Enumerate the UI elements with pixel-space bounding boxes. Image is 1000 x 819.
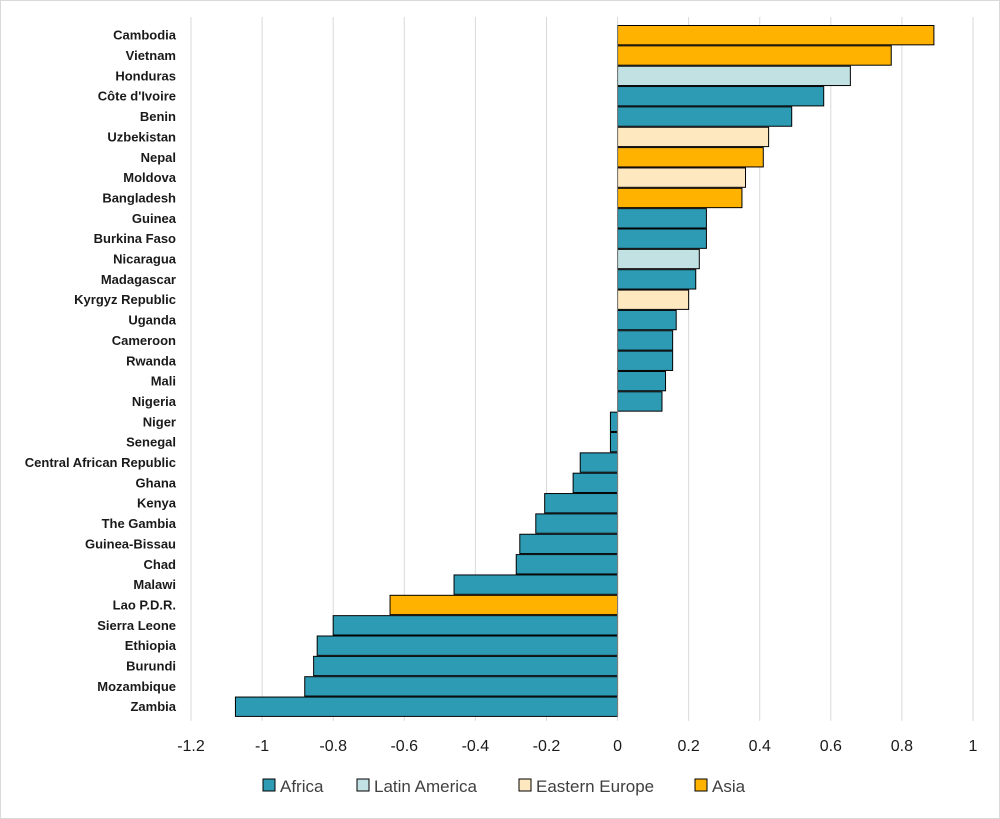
bar-kyrgyz-republic [617, 289, 690, 310]
bar-malawi [453, 574, 619, 595]
x-tick-label-10: 0.8 [891, 738, 913, 755]
category-label-uzbekistan: Uzbekistan [107, 129, 176, 144]
x-tick-label-3: -0.6 [390, 738, 418, 755]
legend: Africa Latin America Eastern Europe Asia [262, 777, 746, 796]
bar-kenya [544, 493, 619, 514]
category-label-lao-p-d-r: Lao P.D.R. [113, 597, 176, 612]
bar-cambodia [617, 25, 935, 46]
bars-layer [234, 25, 935, 717]
category-label-sierra-leone: Sierra Leone [97, 618, 176, 633]
category-label-senegal: Senegal [126, 435, 176, 450]
category-label-burundi: Burundi [126, 659, 176, 674]
x-axis-tick-labels: -1.2 -1 -0.8 -0.6 -0.4 -0.2 0 0.2 0.4 0.6 0.8 1 [177, 738, 977, 755]
category-label-vietnam: Vietnam [126, 48, 176, 63]
bar-rwanda [617, 350, 674, 371]
x-tick-label-8: 0.4 [749, 738, 771, 755]
category-label-ghana: Ghana [136, 475, 177, 490]
legend-swatch-eastern-europe [518, 778, 532, 792]
category-label-cambodia: Cambodia [113, 28, 177, 43]
bar-cameroon [617, 330, 674, 351]
bar-vietnam [617, 45, 892, 66]
x-tick-label-7: 0.2 [678, 738, 700, 755]
x-tick-label-1: -1 [255, 738, 269, 755]
category-label-cameroon: Cameroon [112, 333, 176, 348]
category-label-cote-d-ivoire: Côte d'Ivoire [98, 89, 176, 104]
category-label-moldova: Moldova [123, 170, 176, 185]
category-label-the-gambia: The Gambia [102, 516, 177, 531]
x-tick-label-9: 0.6 [820, 738, 842, 755]
category-label-mozambique: Mozambique [97, 679, 176, 694]
bar-nigeria [617, 391, 663, 412]
bar-uganda [617, 309, 677, 331]
legend-label-latin-america: Latin America [374, 777, 478, 796]
bar-moldova [617, 167, 747, 188]
legend-swatch-africa [262, 778, 276, 792]
legend-label-eastern-europe: Eastern Europe [536, 777, 654, 796]
category-labels: Cambodia Vietnam Honduras Côte d'Ivoire Beni… [25, 28, 177, 715]
legend-swatch-asia [694, 778, 708, 792]
category-label-malawi: Malawi [133, 577, 176, 592]
category-label-mali: Mali [151, 374, 176, 389]
bar-sierra-leone [332, 615, 619, 636]
category-label-kenya: Kenya [137, 496, 177, 511]
bar-zambia [234, 696, 619, 717]
category-label-rwanda: Rwanda [126, 353, 177, 368]
bar-central-african-republic [579, 452, 619, 473]
category-label-ethiopia: Ethiopia [125, 638, 177, 653]
x-tick-label-4: -0.4 [462, 738, 490, 755]
legend-label-asia: Asia [712, 777, 746, 796]
bar-mali [617, 370, 667, 392]
bar-nepal [617, 147, 764, 168]
bar-bangladesh [617, 187, 743, 209]
bar-lao-p-d-r [389, 594, 619, 616]
legend-swatch-latin-america [356, 778, 370, 792]
category-label-nigeria: Nigeria [132, 394, 177, 409]
bar-nicaragua [617, 248, 700, 270]
category-label-madagascar: Madagascar [101, 272, 176, 287]
category-label-nicaragua: Nicaragua [113, 252, 177, 267]
bar-benin [617, 106, 793, 127]
category-label-burkina-faso: Burkina Faso [94, 231, 176, 246]
bar-uzbekistan [617, 126, 770, 148]
bar-chad [515, 554, 619, 575]
category-label-honduras: Honduras [115, 68, 176, 83]
grid-layer [190, 17, 974, 721]
category-label-niger: Niger [143, 414, 176, 429]
category-label-bangladesh: Bangladesh [102, 190, 176, 205]
bar-ghana [572, 472, 619, 494]
category-label-benin: Benin [140, 109, 176, 124]
bar-guinea-bissau [519, 533, 619, 555]
bar-senegal [609, 432, 619, 453]
legend-label-africa: Africa [280, 777, 324, 796]
x-tick-label-5: -0.2 [533, 738, 561, 755]
bar-cote-d-ivoire [617, 86, 825, 107]
category-label-zambia: Zambia [130, 699, 176, 714]
bar-guinea [617, 208, 707, 229]
bar-niger [609, 411, 619, 432]
x-tick-label-2: -0.8 [319, 738, 347, 755]
x-tick-label-0: -1.2 [177, 738, 205, 755]
category-label-kyrgyz-republic: Kyrgyz Republic [74, 292, 176, 307]
category-label-uganda: Uganda [128, 313, 176, 328]
x-tick-label-6: 0 [613, 738, 622, 755]
x-tick-label-11: 1 [969, 738, 978, 755]
category-label-guinea-bissau: Guinea-Bissau [85, 536, 176, 551]
bar-honduras [617, 65, 851, 87]
bar-madagascar [617, 269, 697, 290]
bar-the-gambia [535, 513, 619, 534]
bar-burundi [313, 655, 619, 677]
category-label-nepal: Nepal [141, 150, 176, 165]
category-label-guinea: Guinea [132, 211, 177, 226]
bar-ethiopia [316, 635, 619, 656]
bar-burkina-faso [617, 228, 707, 249]
bar-mozambique [304, 676, 619, 697]
category-label-chad: Chad [144, 557, 177, 572]
category-label-central-african-republic: Central African Republic [25, 455, 176, 470]
